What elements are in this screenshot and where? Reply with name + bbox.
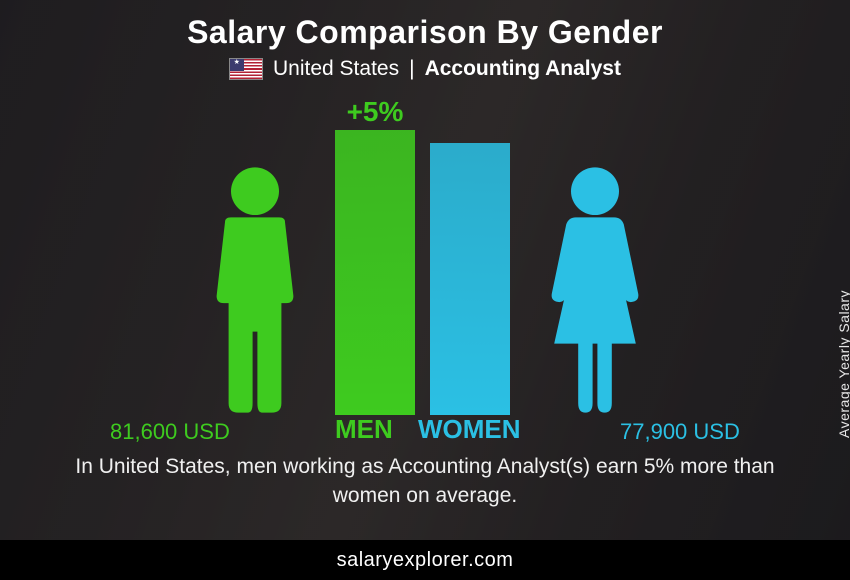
summary-text: In United States, men working as Account… bbox=[0, 453, 850, 510]
women-bar bbox=[430, 143, 510, 415]
separator: | bbox=[409, 57, 414, 81]
footer-source: salaryexplorer.com bbox=[0, 540, 850, 580]
men-salary-label: 81,600 USD bbox=[110, 419, 230, 445]
female-person-icon bbox=[535, 165, 655, 415]
page-title: Salary Comparison By Gender bbox=[0, 0, 850, 51]
women-category-label: WOMEN bbox=[418, 414, 521, 445]
job-title-label: Accounting Analyst bbox=[425, 57, 621, 81]
women-salary-label: 77,900 USD bbox=[620, 419, 740, 445]
us-flag-icon bbox=[229, 58, 263, 80]
country-label: United States bbox=[273, 57, 399, 81]
male-person-icon bbox=[195, 165, 315, 415]
comparison-chart: +5% MEN WOMEN 81,600 USD 77,900 USD bbox=[0, 95, 850, 445]
men-bar bbox=[335, 130, 415, 415]
y-axis-label: Average Yearly Salary bbox=[836, 290, 850, 438]
men-category-label: MEN bbox=[335, 414, 393, 445]
subtitle-row: United States | Accounting Analyst bbox=[0, 57, 850, 81]
percent-diff-label: +5% bbox=[335, 96, 415, 128]
